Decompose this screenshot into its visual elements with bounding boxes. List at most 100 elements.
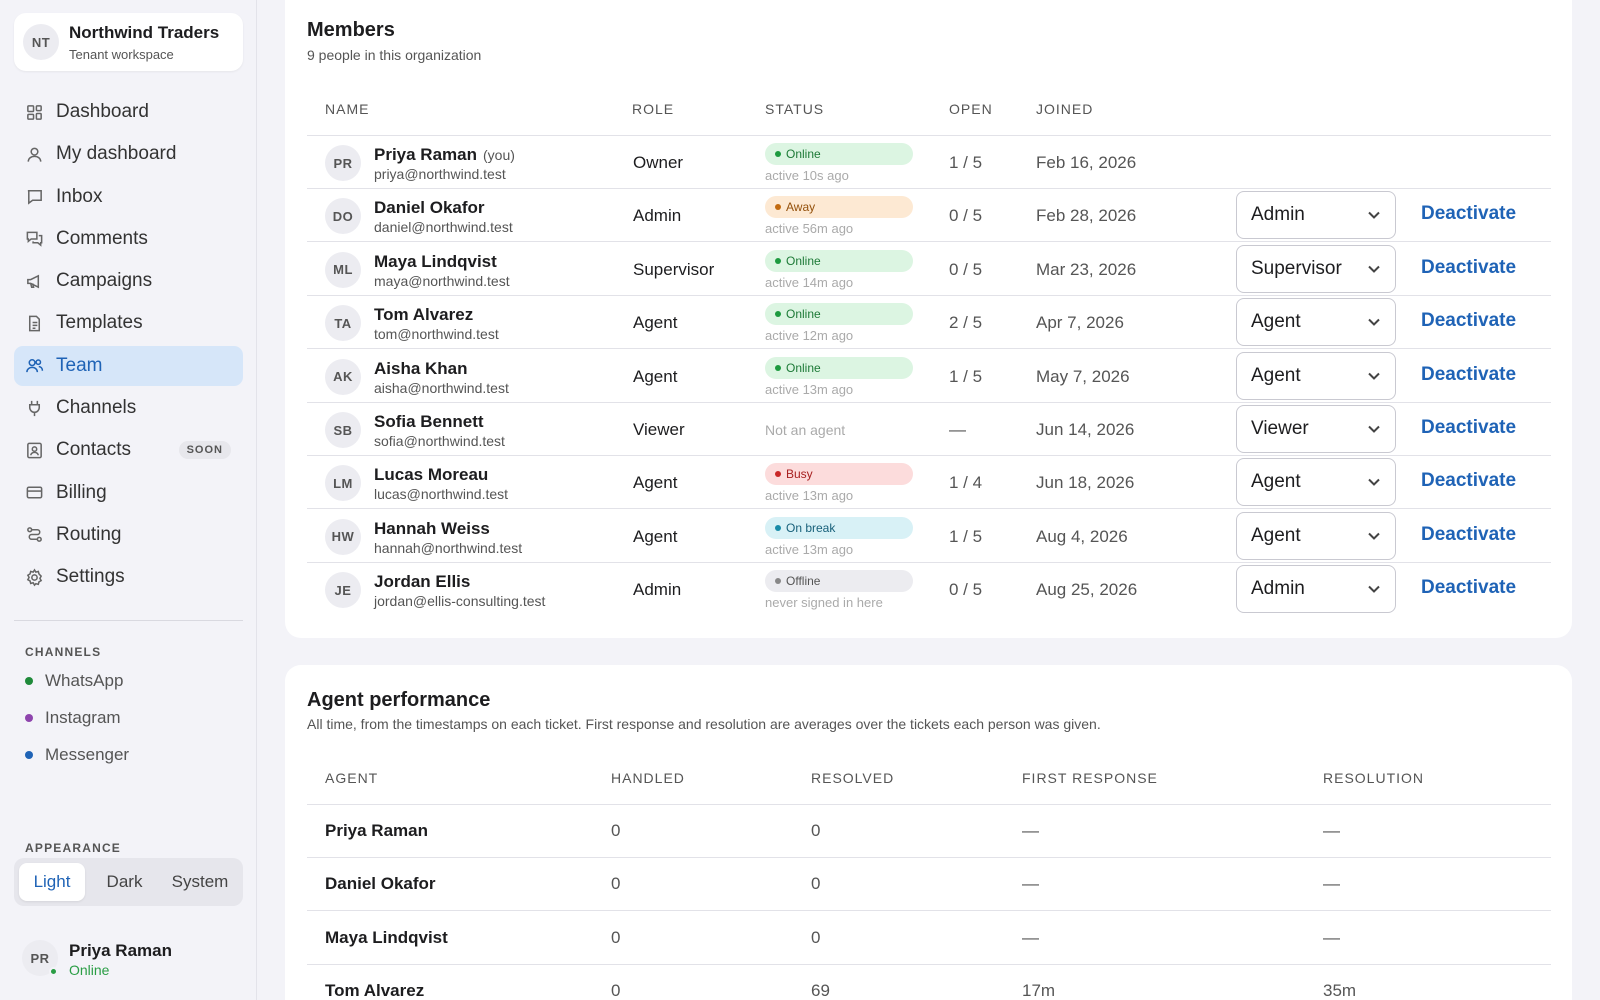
table-row: Maya Lindqvist 0 0 — —	[307, 912, 1551, 965]
member-role: Agent	[633, 473, 678, 493]
channel-dot-icon	[25, 751, 33, 759]
status-badge: On break	[765, 516, 913, 539]
deactivate-button[interactable]: Deactivate	[1421, 256, 1517, 278]
workspace-switcher[interactable]: NT Northwind Traders Tenant workspace	[14, 13, 243, 71]
role-select[interactable]: Agent	[1236, 298, 1396, 347]
performance-title: Agent performance	[307, 689, 491, 711]
sidebar-item-label: Contacts	[56, 439, 131, 461]
sidebar-item-inbox[interactable]: Inbox	[14, 177, 243, 217]
sidebar-item-label: Channels	[56, 397, 137, 419]
role-select[interactable]: Admin	[1236, 191, 1396, 240]
joined-date: Jun 14, 2026	[1036, 420, 1135, 439]
sidebar-item-routing[interactable]: Routing	[14, 515, 243, 555]
member-role: Agent	[633, 366, 678, 386]
appearance-option-dark[interactable]: Dark	[106, 872, 143, 891]
status-dot-icon	[775, 151, 781, 157]
avatar: ML	[325, 251, 361, 288]
open-tickets: 1 / 5	[949, 153, 983, 172]
role-select[interactable]: Viewer	[1236, 405, 1396, 453]
channels-section-label: CHANNELS	[25, 645, 102, 659]
open-tickets: 2 / 5	[949, 313, 983, 333]
sidebar-item-settings[interactable]: Settings	[14, 557, 243, 597]
header-divider	[307, 135, 1551, 136]
chevron-down-icon	[1368, 479, 1380, 487]
member-name: Maya Lindqvist	[374, 251, 497, 271]
deactivate-button[interactable]: Deactivate	[1421, 363, 1517, 385]
member-role: Agent	[633, 313, 678, 333]
deactivate-button[interactable]: Deactivate	[1421, 577, 1517, 599]
status-badge: Online	[765, 249, 913, 272]
role-select[interactable]: Supervisor	[1236, 244, 1396, 293]
resolution-time: —	[1323, 927, 1340, 947]
status-badge: Online	[765, 143, 913, 165]
sidebar-item-channels[interactable]: Channels	[14, 388, 243, 428]
role-select[interactable]: Agent	[1236, 351, 1396, 400]
last-active: active 13m ago	[765, 541, 854, 557]
sidebar-item-templates[interactable]: Templates	[14, 303, 243, 343]
agent-name: Priya Raman	[325, 821, 428, 840]
channel-messenger[interactable]: Messenger	[25, 745, 129, 765]
channel-dot-icon	[25, 714, 33, 722]
performance-subtitle: All time, from the timestamps on each ti…	[307, 716, 1101, 732]
status-dot-icon	[775, 204, 781, 211]
role-select[interactable]: Admin	[1236, 565, 1396, 614]
sidebar-item-contacts[interactable]: Contacts SOON	[14, 430, 243, 470]
status-dot-icon	[775, 524, 781, 531]
sidebar-item-comments[interactable]: Comments	[14, 219, 243, 259]
member-name: Sofia Bennett	[374, 412, 484, 431]
col-handled: HANDLED	[611, 770, 685, 786]
table-row: ML Maya Lindqvist maya@northwind.test Super…	[307, 243, 1551, 296]
sidebar-item-campaigns[interactable]: Campaigns	[14, 261, 243, 301]
sidebar-item-label: Routing	[56, 523, 122, 545]
sidebar-item-my-dashboard[interactable]: My dashboard	[14, 134, 243, 174]
deactivate-button[interactable]: Deactivate	[1421, 417, 1517, 438]
last-active: active 13m ago	[765, 381, 854, 397]
routing-icon	[27, 527, 42, 543]
resolution-time: 35m	[1323, 981, 1357, 1000]
joined-date: Apr 7, 2026	[1036, 313, 1124, 333]
resolved-count: 69	[811, 981, 830, 1000]
last-active: never signed in here	[765, 595, 883, 611]
grid-icon	[27, 104, 42, 120]
workspace-avatar: NT	[23, 24, 59, 60]
member-role: Viewer	[633, 420, 685, 439]
handled-count: 0	[611, 981, 621, 1000]
channel-whatsapp[interactable]: WhatsApp	[25, 671, 123, 691]
appearance-option-light[interactable]: Light	[19, 863, 85, 901]
sidebar-item-label: Inbox	[56, 185, 103, 207]
avatar: SB	[325, 412, 361, 448]
deactivate-button[interactable]: Deactivate	[1421, 470, 1517, 492]
soon-badge: SOON	[178, 441, 231, 460]
joined-date: Jun 18, 2026	[1036, 473, 1135, 493]
first-response-time: —	[1022, 874, 1039, 894]
deactivate-button[interactable]: Deactivate	[1421, 310, 1517, 332]
chevron-down-icon	[1368, 532, 1380, 540]
sidebar-item-label: Templates	[56, 312, 143, 334]
avatar: PR	[325, 145, 361, 181]
appearance-option-system[interactable]: System	[171, 872, 229, 891]
main-nav: Dashboard My dashboard Inbox Comments Campai…	[14, 92, 243, 600]
contact-card-icon	[27, 442, 42, 459]
role-select[interactable]: Agent	[1236, 458, 1396, 507]
status-text: Not an agent	[765, 422, 846, 438]
member-role: Owner	[633, 153, 684, 172]
deactivate-button[interactable]: Deactivate	[1421, 523, 1517, 545]
you-label: (you)	[483, 147, 515, 163]
sidebar-item-billing[interactable]: Billing	[14, 473, 243, 513]
deactivate-button[interactable]: Deactivate	[1421, 203, 1517, 225]
status-badge: Online	[765, 356, 913, 379]
header-divider	[307, 804, 1551, 805]
inbox-icon	[27, 190, 42, 205]
members-card: Members 9 people in this organization NA…	[285, 0, 1572, 638]
team-icon	[26, 359, 44, 373]
sidebar-item-label: Team	[56, 354, 103, 376]
status-dot-icon	[775, 364, 781, 371]
appearance-section-label: APPEARANCE	[25, 841, 122, 855]
role-select[interactable]: Agent	[1236, 511, 1396, 560]
col-joined: JOINED	[1036, 101, 1094, 117]
workspace-name: Northwind Traders	[69, 23, 220, 42]
channel-instagram[interactable]: Instagram	[25, 708, 121, 728]
sidebar-item-team[interactable]: Team	[14, 345, 243, 386]
sidebar-item-dashboard[interactable]: Dashboard	[14, 92, 243, 132]
sidebar-item-label: Settings	[56, 566, 125, 588]
